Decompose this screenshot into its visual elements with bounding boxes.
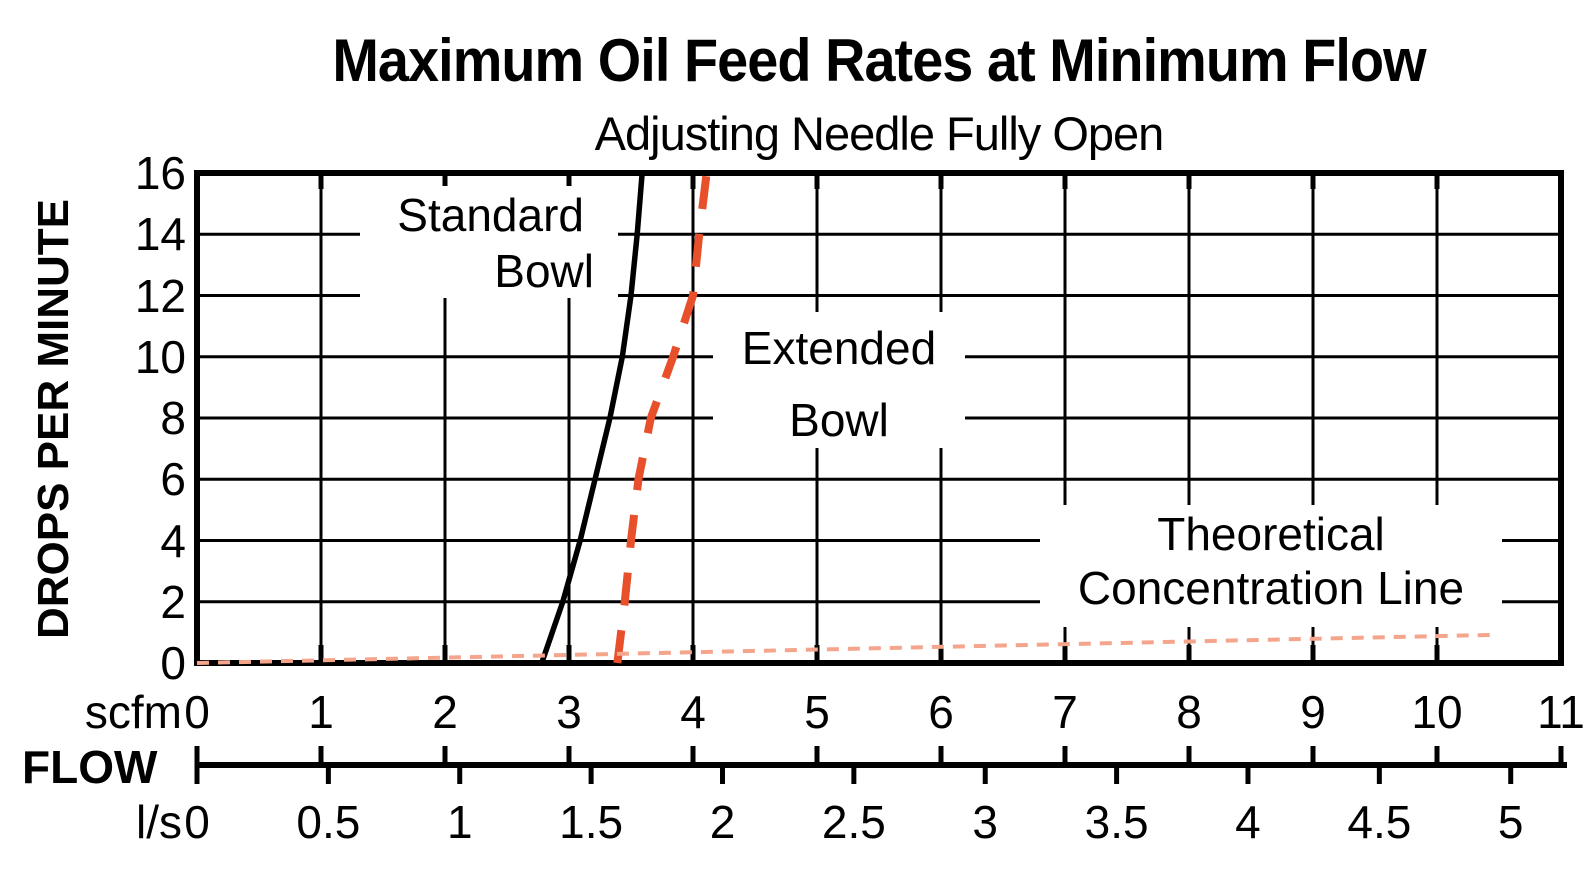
scfm-tick-label: 2 (432, 686, 458, 738)
standard-bowl-line (539, 172, 645, 664)
ls-tick-label: 0 (184, 796, 210, 848)
label-standard-bowl: Standard Bowl (360, 186, 618, 298)
ls-tick-label: 1.5 (559, 796, 624, 848)
ls-tick-label: 4 (1235, 796, 1261, 848)
scfm-tick-label: 7 (1052, 686, 1078, 738)
scfm-tick-label: 9 (1300, 686, 1326, 738)
scfm-unit-label: scfm (84, 686, 182, 738)
scfm-tick-label: 0 (184, 686, 210, 738)
y-tick-label: 10 (134, 330, 186, 383)
label-extended-bowl-line2: Bowl (789, 394, 889, 446)
chart-subtitle: Adjusting Needle Fully Open (594, 107, 1165, 160)
label-theoretical-line1: Theoretical (1157, 508, 1385, 560)
ls-tick-label: 3 (972, 796, 999, 848)
ls-tick-label: 3.5 (1084, 796, 1149, 848)
label-theoretical-line2: Concentration Line (1077, 562, 1465, 614)
y-tick-label: 14 (134, 208, 186, 261)
scfm-tick-label: 10 (1411, 686, 1463, 738)
ls-tick-label: 2 (709, 796, 736, 848)
ls-tick-label: 0.5 (296, 796, 361, 848)
extended-bowl-line (613, 172, 711, 664)
y-tick-label: 4 (160, 514, 186, 567)
ls-tick-label: 1 (446, 796, 473, 848)
label-standard-bowl-line1: Standard (397, 189, 584, 241)
y-tick-label: 8 (160, 392, 186, 444)
flow-axis-label: FLOW (22, 741, 158, 793)
scfm-tick-label: 1 (308, 686, 334, 738)
ls-tick-label: 4.5 (1347, 796, 1412, 848)
y-axis-title: DROPS PER MINUTE (29, 198, 78, 640)
theoretical-concentration-line-line (196, 632, 1496, 665)
ls-tick-label: 5 (1497, 796, 1524, 848)
label-extended-bowl-line1: Extended (741, 322, 937, 374)
chart-title: Maximum Oil Feed Rates at Minimum Flow (332, 27, 1426, 94)
y-tick-label: 6 (160, 453, 186, 506)
scfm-tick-label: 4 (680, 686, 706, 738)
scfm-tick-label: 6 (928, 686, 954, 738)
scfm-tick-label: 5 (804, 686, 830, 738)
y-tick-label: 16 (134, 147, 186, 199)
label-extended-bowl: Extended Bowl (713, 312, 965, 448)
plot-border (194, 170, 1564, 666)
scfm-tick-label: 8 (1176, 686, 1202, 738)
y-tick-label: 12 (134, 269, 186, 322)
y-tick-label: 0 (160, 637, 186, 689)
scfm-tick-label: 11 (1537, 686, 1585, 738)
ls-tick-label: 2.5 (821, 796, 886, 848)
scfm-tick-label: 3 (556, 686, 582, 738)
y-tick-label: 2 (160, 575, 186, 628)
label-standard-bowl-line2: Bowl (494, 245, 594, 297)
ls-unit-label: l/s (136, 796, 182, 848)
label-theoretical-concentration-line: Theoretical Concentration Line (1040, 505, 1502, 627)
